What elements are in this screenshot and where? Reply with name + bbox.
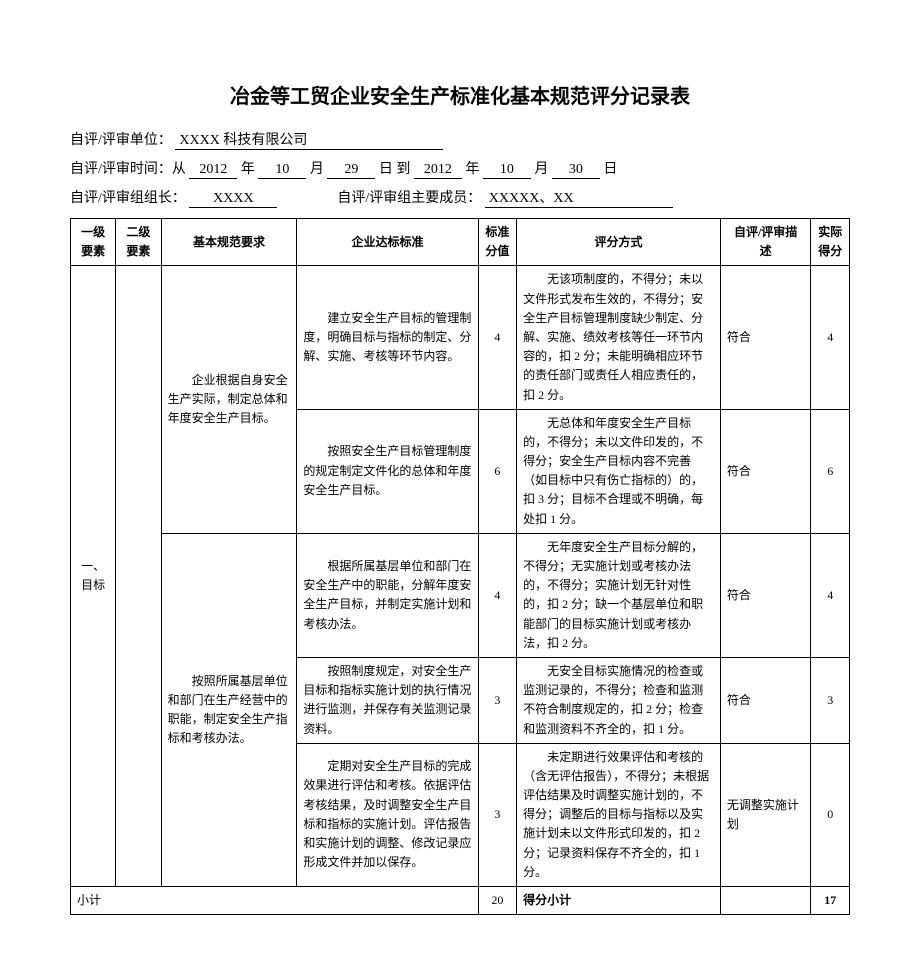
score-cell: 4	[811, 533, 850, 657]
year2: 2012	[414, 162, 462, 179]
std-cell: 按照安全生产目标管理制度的规定制定文件化的总体和年度安全生产目标。	[297, 409, 478, 533]
req-cell: 企业根据自身安全生产实际，制定总体和年度安全生产目标。	[161, 266, 297, 533]
desc-cell: 符合	[720, 657, 811, 743]
m2: 月	[534, 162, 548, 177]
subtotal-label: 小计	[71, 887, 479, 915]
std-cell: 按照制度规定，对安全生产目标和指标实施计划的执行情况进行监测，并保存有关监测记录…	[297, 657, 478, 743]
req-cell: 按照所属基层单位和部门在生产经营中的职能，制定安全生产指标和考核办法。	[161, 533, 297, 886]
table-header-row: 一级要素 二级要素 基本规范要求 企业达标标准 标准分值 评分方式 自评/评审描…	[71, 219, 850, 266]
unit-value: XXXX 科技有限公司	[175, 129, 443, 150]
sv-cell: 4	[478, 533, 516, 657]
day1: 29	[327, 162, 375, 179]
col-c: 基本规范要求	[161, 219, 297, 266]
score-cell: 4	[811, 266, 850, 409]
sv-cell: 6	[478, 409, 516, 533]
year1: 2012	[189, 162, 237, 179]
level2-cell	[116, 266, 161, 887]
desc-cell: 符合	[720, 533, 811, 657]
month1: 10	[258, 162, 306, 179]
col-a: 一级要素	[71, 219, 116, 266]
method-cell: 无总体和年度安全生产目标的，不得分；未以文件印发的，不得分；安全生产目标内容不完…	[517, 409, 721, 533]
sv-cell: 3	[478, 743, 516, 886]
table-row: 按照所属基层单位和部门在生产经营中的职能，制定安全生产指标和考核办法。 根据所属…	[71, 533, 850, 657]
m1: 月	[310, 162, 324, 177]
members-label: 自评/评审组主要成员：	[337, 191, 481, 206]
subtotal-score: 17	[811, 887, 850, 915]
method-cell: 无年度安全生产目标分解的，不得分；无实施计划或考核办法的，不得分；实施计划无针对…	[517, 533, 721, 657]
col-g: 自评/评审描 述	[720, 219, 811, 266]
score-cell: 3	[811, 657, 850, 743]
std-cell: 根据所属基层单位和部门在安全生产中的职能，分解年度安全生产目标，并制定实施计划和…	[297, 533, 478, 657]
col-d: 企业达标标准	[297, 219, 478, 266]
method-cell: 无安全目标实施情况的检查或监测记录的，不得分；检查和监测不符合制度规定的，扣 2…	[517, 657, 721, 743]
y1: 年	[241, 162, 255, 177]
day2: 30	[552, 162, 600, 179]
subtotal-row: 小计20得分小计 17	[71, 887, 850, 915]
col-f: 评分方式	[517, 219, 721, 266]
leader-line: 自评/评审组组长： XXXX 自评/评审组主要成员： XXXXX、XX	[70, 187, 850, 208]
level1-cell: 一、目标	[71, 266, 116, 887]
leader-value: XXXX	[189, 191, 277, 208]
sv-cell: 3	[478, 657, 516, 743]
desc-cell: 无调整实施计划	[720, 743, 811, 886]
time-line: 自评/评审时间：从 2012 年 10 月 29 日 到 2012 年 10 月…	[70, 158, 850, 179]
d2: 日	[603, 162, 617, 177]
std-cell: 定期对安全生产目标的完成效果进行评估和考核。依据评估考核结果，及时调整安全生产目…	[297, 743, 478, 886]
method-cell: 无该项制度的，不得分；未以文件形式发布生效的，不得分；安全生产目标管理制度缺少制…	[517, 266, 721, 409]
score-cell: 6	[811, 409, 850, 533]
subtotal-desc	[720, 887, 811, 915]
leader-label: 自评/评审组组长：	[70, 191, 186, 206]
subtotal-sv: 20	[478, 887, 516, 915]
col-b: 二级要素	[116, 219, 161, 266]
score-table: 一级要素 二级要素 基本规范要求 企业达标标准 标准分值 评分方式 自评/评审描…	[70, 218, 850, 915]
desc-cell: 符合	[720, 266, 811, 409]
table-row: 一、目标 企业根据自身安全生产实际，制定总体和年度安全生产目标。 建立安全生产目…	[71, 266, 850, 409]
unit-line: 自评/评审单位： XXXX 科技有限公司	[70, 129, 850, 150]
sv-cell: 4	[478, 266, 516, 409]
std-cell: 建立安全生产目标的管理制度，明确目标与指标的制定、分解、实施、考核等环节内容。	[297, 266, 478, 409]
to: 到	[396, 162, 410, 177]
unit-label: 自评/评审单位：	[70, 133, 172, 148]
y2: 年	[465, 162, 479, 177]
desc-cell: 符合	[720, 409, 811, 533]
score-cell: 0	[811, 743, 850, 886]
method-cell: 未定期进行效果评估和考核的（含无评估报告），不得分；未根据评估结果及时调整实施计…	[517, 743, 721, 886]
d1: 日	[379, 162, 393, 177]
month2: 10	[483, 162, 531, 179]
subtotal-method: 得分小计	[517, 887, 721, 915]
time-label: 自评/评审时间：从	[70, 162, 186, 177]
col-e: 标准分值	[478, 219, 516, 266]
page-title: 冶金等工贸企业安全生产标准化基本规范评分记录表	[70, 80, 850, 109]
members-value: XXXXX、XX	[485, 187, 673, 208]
